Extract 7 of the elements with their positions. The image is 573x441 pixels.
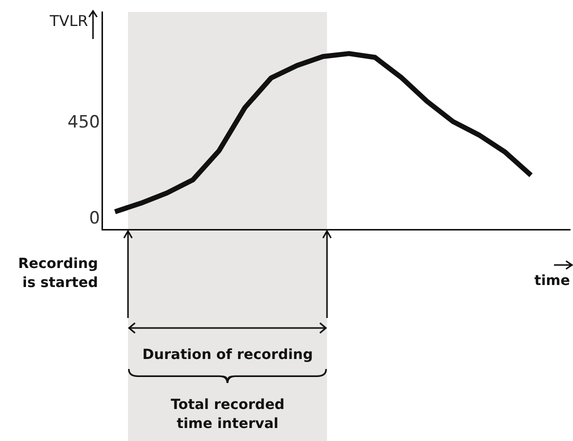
text: Total recorded time interval xyxy=(170,396,286,434)
y-tick-label: 0 xyxy=(89,208,100,228)
text: Duration of recording xyxy=(141,346,314,365)
y-tick-label: 450 xyxy=(68,112,100,132)
y-axis-title: TVLR xyxy=(50,12,88,31)
x-axis-title: time xyxy=(534,272,570,291)
text: Recording is started xyxy=(18,255,98,293)
